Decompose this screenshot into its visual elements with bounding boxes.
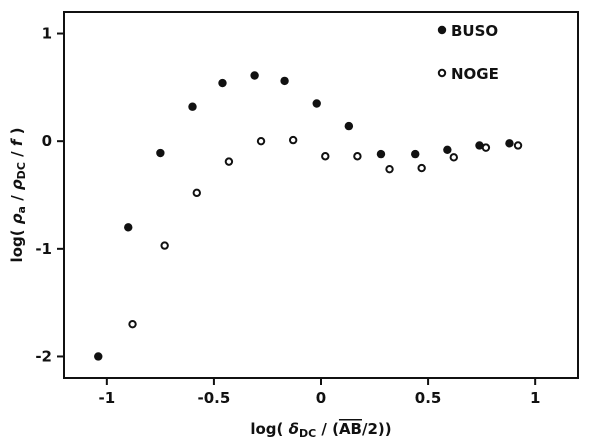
y-tick-label: 1 xyxy=(42,25,52,43)
buso-point xyxy=(312,99,321,108)
y-axis-title: log( ρa / ρDC / f ) xyxy=(8,128,28,263)
buso-point xyxy=(124,223,133,232)
noge-point xyxy=(192,188,201,198)
noge-point xyxy=(321,152,330,161)
legend-label-noge: NOGE xyxy=(451,65,499,83)
legend-label-buso: BUSO xyxy=(451,22,498,40)
x-axis-ticks: -1 -0.5 0 0.5 1 xyxy=(98,378,540,407)
y-tick-label: 0 xyxy=(42,132,52,150)
noge-point xyxy=(417,163,426,173)
x-tick-label: 1 xyxy=(530,389,540,407)
x-tick-label: -0.5 xyxy=(198,389,231,407)
legend-marker-buso xyxy=(437,25,447,35)
buso-point xyxy=(250,71,259,80)
y-axis-ticks: -2 -1 0 1 xyxy=(35,25,64,365)
y-tick-label: -2 xyxy=(35,347,52,365)
buso-point xyxy=(218,78,227,88)
x-tick-label: 0 xyxy=(316,389,326,407)
noge-point xyxy=(481,143,491,152)
buso-point xyxy=(411,149,420,159)
noge-point xyxy=(449,153,458,162)
noge-point xyxy=(256,136,266,146)
noge-point xyxy=(128,319,137,329)
legend: BUSO NOGE xyxy=(437,22,499,83)
noge-point xyxy=(353,152,362,161)
noge-point xyxy=(288,135,298,145)
buso-point xyxy=(156,148,165,158)
y-tick-label: -1 xyxy=(35,240,52,258)
x-axis-title: log( δDC / (AB/2)) xyxy=(250,420,391,440)
plot-border xyxy=(63,11,579,379)
buso-point xyxy=(344,121,354,131)
legend-marker-noge xyxy=(437,68,447,78)
x-tick-label: 0.5 xyxy=(415,389,442,407)
x-tick-label: -1 xyxy=(98,389,115,407)
noge-point xyxy=(513,141,523,150)
buso-point xyxy=(443,145,452,154)
data-points xyxy=(94,71,523,361)
buso-point xyxy=(94,352,103,361)
buso-point xyxy=(505,139,514,148)
noge-point xyxy=(160,241,169,250)
noge-point xyxy=(224,157,234,166)
noge-point xyxy=(385,164,394,174)
buso-point xyxy=(475,141,484,150)
buso-point xyxy=(280,76,289,86)
buso-point xyxy=(188,102,197,111)
plot-frame xyxy=(63,11,579,379)
buso-point xyxy=(376,149,386,159)
